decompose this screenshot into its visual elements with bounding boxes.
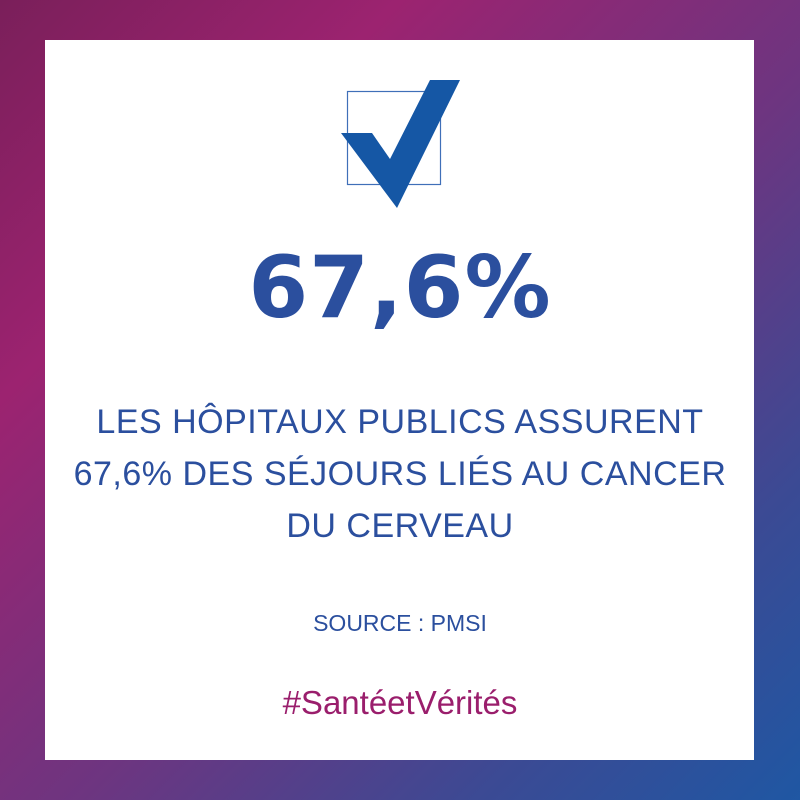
statement-text: LES HÔPITAUX PUBLICS ASSURENT 67,6% DES … bbox=[40, 396, 760, 552]
statement-line: DU CERVEAU bbox=[286, 507, 514, 545]
headline-percentage: 67,6% bbox=[248, 238, 552, 338]
hashtag: #SantéetVérités bbox=[282, 684, 518, 721]
source-label: SOURCE : PMSI bbox=[313, 610, 487, 636]
checkmark bbox=[341, 80, 460, 208]
statement-line: LES HÔPITAUX PUBLICS ASSURENT bbox=[96, 403, 704, 441]
statement-line: 67,6% DES SÉJOURS LIÉS AU CANCER bbox=[73, 455, 727, 493]
